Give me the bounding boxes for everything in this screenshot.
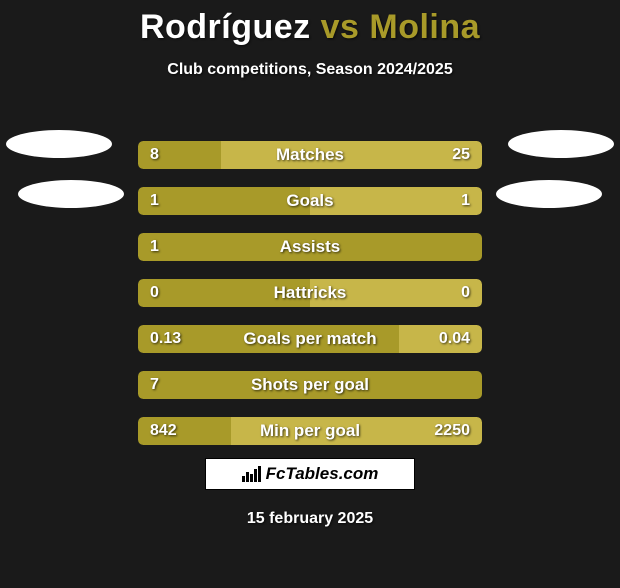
stat-row: 1Assists xyxy=(0,224,620,270)
logo-content: FcTables.com xyxy=(242,464,379,484)
stat-label: Goals xyxy=(0,187,620,215)
stat-row: 7Shots per goal xyxy=(0,362,620,408)
barchart-icon xyxy=(242,466,262,482)
stat-row: 0.130.04Goals per match xyxy=(0,316,620,362)
player1-name: Rodríguez xyxy=(140,8,311,46)
stats-rows: 825Matches11Goals1Assists00Hattricks0.13… xyxy=(0,132,620,454)
title-vs: vs xyxy=(321,8,360,46)
stat-label: Matches xyxy=(0,141,620,169)
stat-label: Goals per match xyxy=(0,325,620,353)
stat-label: Assists xyxy=(0,233,620,261)
stat-row: 11Goals xyxy=(0,178,620,224)
logo-text: FcTables.com xyxy=(266,464,379,484)
stat-label: Min per goal xyxy=(0,417,620,445)
generation-date: 15 february 2025 xyxy=(0,510,620,528)
stat-row: 825Matches xyxy=(0,132,620,178)
fctables-logo[interactable]: FcTables.com xyxy=(205,458,415,490)
stat-row: 00Hattricks xyxy=(0,270,620,316)
player2-name: Molina xyxy=(369,8,480,46)
stat-label: Shots per goal xyxy=(0,371,620,399)
stat-label: Hattricks xyxy=(0,279,620,307)
comparison-title: Rodríguez vs Molina xyxy=(0,8,620,47)
subtitle: Club competitions, Season 2024/2025 xyxy=(0,61,620,79)
stat-row: 8422250Min per goal xyxy=(0,408,620,454)
